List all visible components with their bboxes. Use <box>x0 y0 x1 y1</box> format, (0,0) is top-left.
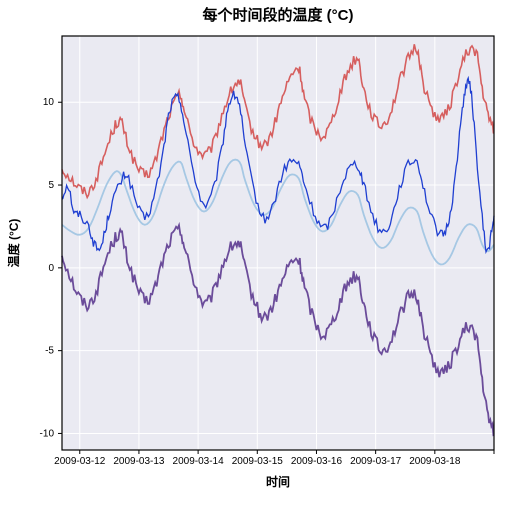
svg-text:2009-03-18: 2009-03-18 <box>409 456 461 467</box>
chart-svg: -10 -5 0 5 10 2009-03-12 2009-03-13 2009-03-14 2… <box>0 0 509 509</box>
svg-text:2009-03-15: 2009-03-15 <box>232 456 284 467</box>
chart-container: -10 -5 0 5 10 2009-03-12 2009-03-13 2009-03-14 2… <box>0 0 509 509</box>
svg-text:-10: -10 <box>40 428 55 439</box>
svg-text:0: 0 <box>48 263 54 274</box>
svg-text:2009-03-14: 2009-03-14 <box>173 456 225 467</box>
y-axis-label: 温度 (°C) <box>6 219 21 268</box>
x-axis-label: 时间 <box>266 474 290 489</box>
svg-text:5: 5 <box>48 180 54 191</box>
svg-text:2009-03-16: 2009-03-16 <box>291 456 343 467</box>
svg-text:2009-03-13: 2009-03-13 <box>113 456 165 467</box>
svg-text:2009-03-12: 2009-03-12 <box>54 456 106 467</box>
svg-text:2009-03-17: 2009-03-17 <box>350 456 402 467</box>
chart-title: 每个时间段的温度 (°C) <box>203 6 354 24</box>
svg-text:10: 10 <box>43 97 55 108</box>
svg-text:-5: -5 <box>45 346 54 357</box>
